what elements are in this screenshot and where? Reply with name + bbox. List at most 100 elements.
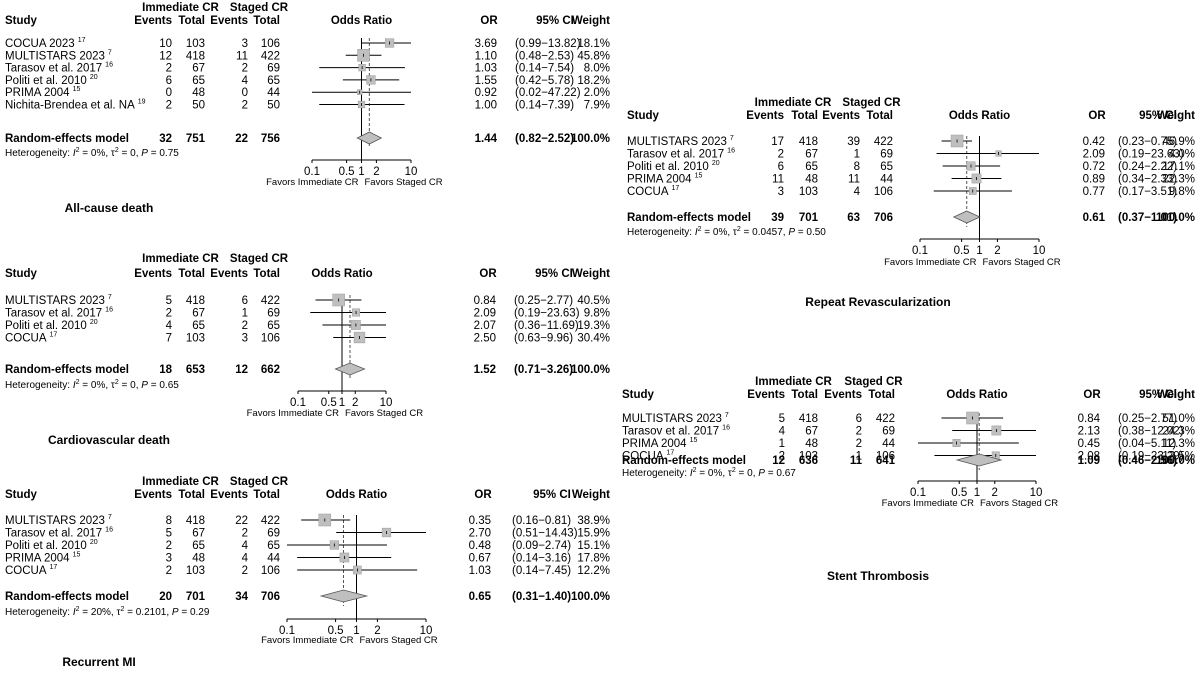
study-row: Tarasov et al. 2017 16 2 67 1 69 2.09 (0.19−23.…	[627, 148, 1195, 161]
cell-total-staged: 65	[267, 320, 280, 332]
cell-total-immediate: 50	[192, 100, 205, 112]
cell-total-staged: 69	[267, 63, 280, 75]
cell-weight: 18.1%	[577, 38, 610, 50]
cell-events-immediate: 5	[779, 413, 785, 425]
header-events: Events	[210, 268, 248, 280]
header-staged-cr: Staged CR	[230, 2, 289, 14]
heterogeneity-text: Heterogeneity: I2 = 0%, τ2 = 0, P = 0.65	[5, 379, 179, 391]
x-tick-label: 0.1	[910, 487, 926, 499]
cell-events-staged: 1	[856, 451, 862, 463]
cell-total-immediate: 418	[186, 50, 205, 62]
summary-or: 1.09	[1078, 455, 1100, 467]
header-study: Study	[622, 389, 655, 401]
summary-ci: (0.82−2.52)	[515, 133, 574, 145]
cell-weight: 24.3%	[1162, 426, 1195, 438]
study-name: MULTISTARS 2023 7	[622, 412, 729, 425]
cell-total-immediate: 65	[192, 540, 205, 552]
favors-immediate-label: Favors Immediate CR	[882, 498, 975, 509]
summary-total-staged: 706	[874, 212, 893, 224]
cell-events-staged: 1	[242, 308, 248, 320]
x-tick-label: 1	[339, 397, 345, 409]
cell-ci: (0.51−14.43)	[512, 528, 578, 540]
header-total: Total	[178, 268, 205, 280]
x-tick-label: 0.5	[321, 397, 337, 409]
summary-weight: 100.0%	[571, 364, 610, 376]
header-total: Total	[866, 110, 893, 122]
cell-total-immediate: 103	[186, 38, 205, 50]
study-reference: 15	[695, 173, 703, 180]
cell-ci: (0.17−3.51)	[1118, 186, 1177, 198]
summary-events-staged: 12	[235, 364, 248, 376]
forest-panel-2: Immediate CR Staged CR Study Events Total Eve…	[5, 253, 610, 447]
study-reference: 19	[138, 99, 146, 106]
cell-events-immediate: 2	[166, 100, 172, 112]
cell-events-immediate: 7	[166, 333, 172, 345]
cell-total-immediate: 103	[799, 451, 818, 463]
summary-events-staged: 63	[847, 212, 860, 224]
panel-title: Cardiovascular death	[48, 433, 170, 447]
study-name: MULTISTARS 2023 7	[5, 294, 112, 307]
x-tick-label: 2	[992, 487, 998, 499]
x-tick-label: 2	[373, 166, 379, 178]
study-name: Tarasov et al. 2017 16	[5, 527, 113, 540]
cell-total-staged: 44	[880, 174, 893, 186]
study-name: Tarasov et al. 2017 16	[5, 307, 113, 320]
cell-total-staged: 69	[880, 149, 893, 161]
cell-total-staged: 422	[261, 50, 280, 62]
cell-total-staged: 44	[882, 438, 895, 450]
header-total: Total	[253, 489, 280, 501]
header-ci: 95% CI	[1139, 389, 1177, 401]
cell-weight: 40.5%	[577, 295, 610, 307]
header-immediate-cr: Immediate CR	[142, 2, 219, 14]
cell-ci: (0.19−23.63)	[514, 308, 580, 320]
cell-weight: 12.2%	[577, 565, 610, 577]
header-total: Total	[178, 15, 205, 27]
cell-weight: 22.3%	[1162, 174, 1195, 186]
cell-events-immediate: 3	[166, 553, 172, 565]
heterogeneity-text: Heterogeneity: I2 = 0%, τ2 = 0.0457, P =…	[627, 226, 826, 238]
header-total: Total	[253, 268, 280, 280]
cell-total-staged: 106	[876, 451, 895, 463]
cell-events-immediate: 1	[779, 438, 785, 450]
cell-total-staged: 65	[880, 161, 893, 173]
x-tick-label: 0.1	[279, 625, 295, 637]
summary-total-staged: 641	[876, 455, 896, 467]
cell-ci: (0.99−13.82)	[515, 38, 581, 50]
cell-ci: (0.34−2.33)	[1118, 174, 1177, 186]
study-name: MULTISTARS 2023 7	[627, 135, 734, 148]
cell-or: 2.70	[469, 528, 491, 540]
header-total: Total	[791, 110, 818, 122]
cell-events-immediate: 10	[159, 38, 172, 50]
cell-total-immediate: 103	[186, 333, 205, 345]
cell-total-immediate: 418	[799, 136, 818, 148]
summary-weight: 100.0%	[1156, 455, 1195, 467]
summary-total-immediate: 636	[799, 455, 818, 467]
summary-events-immediate: 18	[159, 364, 172, 376]
study-row: COCUA 17 2 103 1 106 2.08 (0.19−23.29)12.5%	[622, 450, 1195, 463]
study-name: Politi et al. 2010 20	[5, 74, 98, 87]
x-tick-label: 0.1	[304, 166, 320, 178]
header-events: Events	[747, 389, 785, 401]
favors-immediate-label: Favors Immediate CR	[266, 177, 359, 188]
header-immediate-cr: Immediate CR	[142, 476, 219, 488]
study-name: Politi et al. 2010 20	[627, 160, 720, 173]
summary-weight: 100.0%	[571, 591, 610, 603]
cell-events-immediate: 11	[772, 174, 784, 186]
study-row: MULTISTARS 2023 7 17 418 39 422 0.42 (0.23−0.75…	[627, 134, 1195, 148]
cell-events-staged: 1	[854, 149, 860, 161]
summary-or: 0.61	[1083, 212, 1106, 224]
cell-events-staged: 4	[242, 75, 249, 87]
header-odds-ratio: Odds Ratio	[946, 389, 1007, 401]
cell-events-immediate: 17	[771, 136, 784, 148]
cell-events-immediate: 12	[159, 50, 172, 62]
cell-total-immediate: 418	[799, 413, 818, 425]
cell-or: 0.45	[1078, 438, 1100, 450]
cell-events-staged: 2	[242, 63, 248, 75]
cell-events-immediate: 2	[166, 63, 172, 75]
cell-events-staged: 8	[854, 161, 860, 173]
cell-ci: (0.19−23.29)	[1118, 451, 1184, 463]
summary-or: 1.44	[475, 133, 498, 145]
cell-or: 2.08	[1078, 451, 1100, 463]
header-ci: 95% CI	[536, 15, 574, 27]
header-events: Events	[210, 489, 248, 501]
